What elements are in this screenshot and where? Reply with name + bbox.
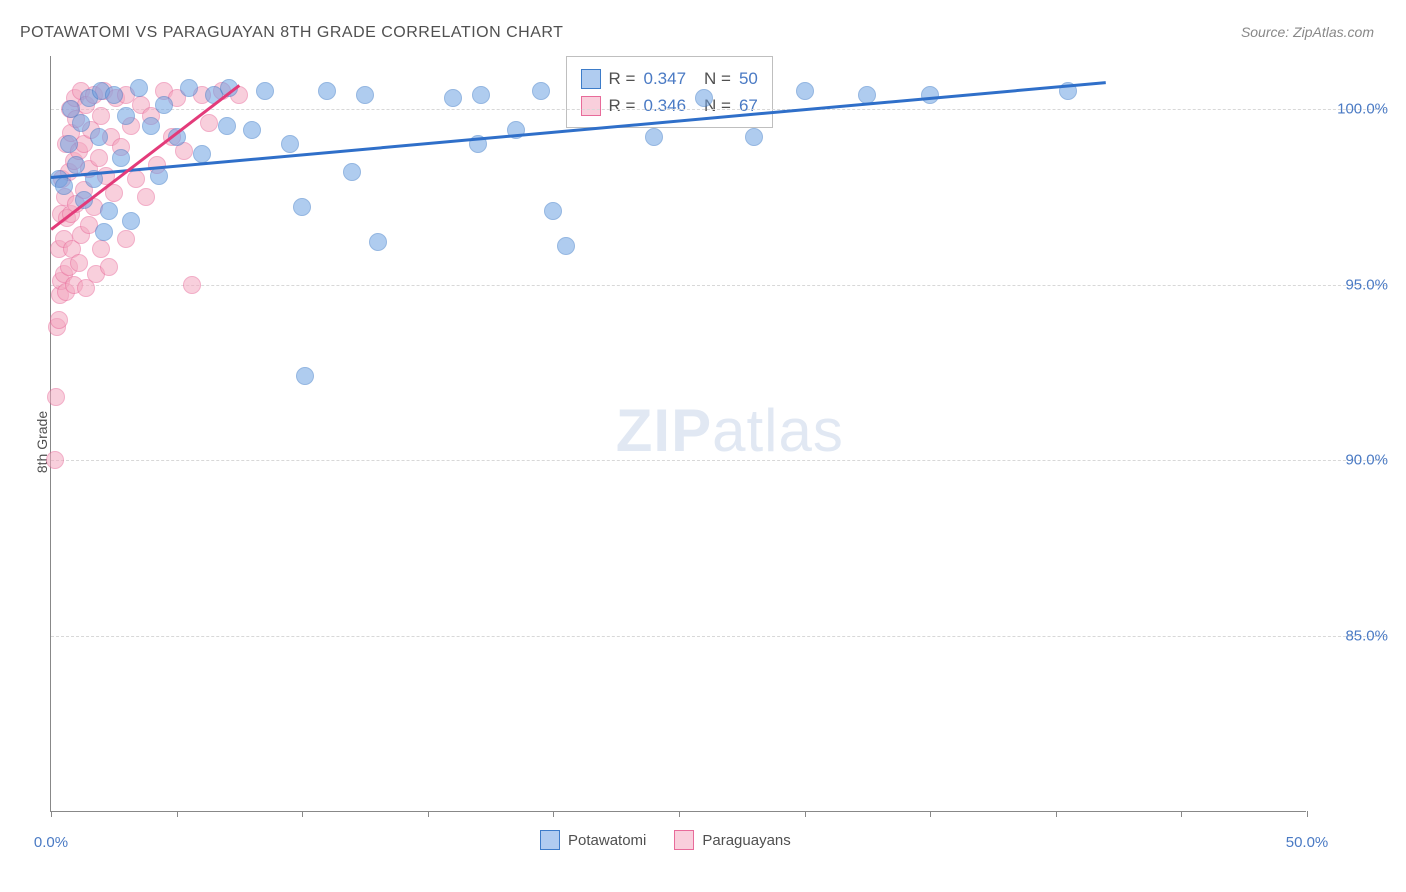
x-tick <box>805 811 806 817</box>
data-point <box>90 149 108 167</box>
data-point <box>100 258 118 276</box>
gridline <box>51 285 1386 286</box>
x-tick <box>553 811 554 817</box>
data-point <box>127 170 145 188</box>
legend-r-label: R = <box>609 65 636 92</box>
legend-r-value: 0.347 <box>643 65 686 92</box>
data-point <box>47 388 65 406</box>
y-tick-label: 90.0% <box>1345 452 1388 469</box>
data-point <box>796 82 814 100</box>
data-point <box>343 163 361 181</box>
data-point <box>50 311 68 329</box>
x-tick-label: 50.0% <box>1286 834 1329 851</box>
legend-item: Potawatomi <box>540 830 646 850</box>
data-point <box>137 188 155 206</box>
data-point <box>70 254 88 272</box>
legend-swatch <box>581 96 601 116</box>
data-point <box>532 82 550 100</box>
watermark-bold: ZIP <box>616 397 712 464</box>
watermark-light: atlas <box>712 397 844 464</box>
data-point <box>695 89 713 107</box>
data-point <box>117 107 135 125</box>
data-point <box>72 114 90 132</box>
data-point <box>117 230 135 248</box>
data-point <box>200 114 218 132</box>
x-tick <box>1181 811 1182 817</box>
data-point <box>105 86 123 104</box>
data-point <box>183 276 201 294</box>
y-tick-label: 95.0% <box>1345 276 1388 293</box>
data-point <box>155 96 173 114</box>
data-point <box>444 89 462 107</box>
data-point <box>921 86 939 104</box>
legend-series-name: Paraguayans <box>702 832 790 849</box>
x-tick <box>930 811 931 817</box>
legend-swatch <box>581 69 601 89</box>
plot-area: 8th Grade ZIPatlas R = 0.347N = 50R = 0.… <box>50 56 1306 812</box>
data-point <box>55 177 73 195</box>
data-point <box>92 240 110 258</box>
series-legend: Potawatomi Paraguayans <box>540 830 791 850</box>
data-point <box>369 233 387 251</box>
gridline <box>51 636 1386 637</box>
legend-series-name: Potawatomi <box>568 832 646 849</box>
data-point <box>100 202 118 220</box>
data-point <box>112 149 130 167</box>
data-point <box>645 128 663 146</box>
data-point <box>130 79 148 97</box>
legend-item: Paraguayans <box>674 830 790 850</box>
x-tick-label: 0.0% <box>34 834 68 851</box>
data-point <box>557 237 575 255</box>
data-point <box>92 107 110 125</box>
data-point <box>745 128 763 146</box>
gridline <box>51 460 1386 461</box>
legend-swatch <box>540 830 560 850</box>
data-point <box>60 135 78 153</box>
data-point <box>67 156 85 174</box>
data-point <box>293 198 311 216</box>
x-tick <box>428 811 429 817</box>
x-tick <box>679 811 680 817</box>
legend-row: R = 0.347 N = 50 <box>581 65 758 92</box>
data-point <box>256 82 274 100</box>
data-point <box>180 79 198 97</box>
legend-swatch <box>674 830 694 850</box>
data-point <box>193 145 211 163</box>
data-point <box>142 117 160 135</box>
gridline <box>51 109 1386 110</box>
x-tick <box>51 811 52 817</box>
x-tick <box>177 811 178 817</box>
correlation-legend: R = 0.347N = 50R = 0.346N = 67 <box>566 56 773 128</box>
data-point <box>296 367 314 385</box>
data-point <box>95 223 113 241</box>
y-tick-label: 85.0% <box>1345 628 1388 645</box>
data-point <box>544 202 562 220</box>
data-point <box>472 86 490 104</box>
data-point <box>122 212 140 230</box>
legend-r-label: R = <box>609 92 636 119</box>
watermark: ZIPatlas <box>616 396 844 465</box>
legend-n-label: N = <box>704 65 731 92</box>
data-point <box>356 86 374 104</box>
x-tick <box>1056 811 1057 817</box>
legend-n-value: 50 <box>739 65 758 92</box>
chart-title: POTAWATOMI VS PARAGUAYAN 8TH GRADE CORRE… <box>20 24 563 42</box>
data-point <box>218 117 236 135</box>
data-point <box>243 121 261 139</box>
data-point <box>90 128 108 146</box>
source-attribution: Source: ZipAtlas.com <box>1241 24 1374 40</box>
data-point <box>281 135 299 153</box>
x-tick <box>302 811 303 817</box>
legend-r-value: 0.346 <box>643 92 686 119</box>
x-tick <box>1307 811 1308 817</box>
y-tick-label: 100.0% <box>1337 100 1388 117</box>
data-point <box>318 82 336 100</box>
data-point <box>46 451 64 469</box>
